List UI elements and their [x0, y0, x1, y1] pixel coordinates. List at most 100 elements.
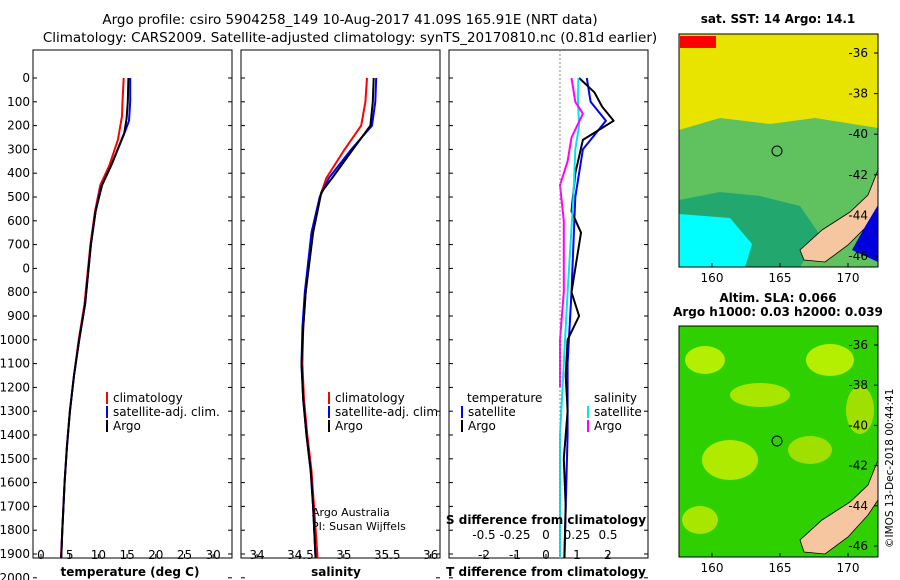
map-y-tick-label: -40: [848, 418, 868, 432]
map-y-tick-label: -44: [848, 499, 868, 513]
legend-temperature: temperature: [467, 391, 542, 405]
map-x-tick-label: 170: [837, 271, 860, 285]
legend-argo: Argo: [335, 419, 363, 433]
map-y-tick-label: -42: [848, 168, 868, 182]
x-tick-label: 25: [177, 548, 192, 562]
temperature-panel: [32, 49, 233, 559]
x-tick-label: -1: [509, 548, 521, 562]
depth-tick-label: 500: [7, 190, 30, 204]
x-tick-label: 0: [37, 548, 45, 562]
depth-tick-label: 100: [7, 95, 30, 109]
series-t-satellite: [563, 77, 607, 558]
temperature-legend: climatology satellite-adj. clim. Argo: [106, 391, 220, 433]
x-tick-label: 5: [66, 548, 74, 562]
map-y-tick-label: -36: [848, 338, 868, 352]
sst-map-axes: 160 165 170 -36 -38 -40 -42 -44 -46: [701, 46, 878, 285]
sla-anomaly: [846, 386, 874, 434]
s-difference-tick-label: 0.5: [598, 528, 617, 542]
difference-legend: temperature satellite Argo salinity sate…: [461, 391, 642, 433]
depth-tick-label: 1900: [0, 547, 30, 561]
x-tick-label: 15: [119, 548, 134, 562]
map-y-tick-label: -38: [848, 378, 868, 392]
sla-map-axes: 160 165 170 -36 -38 -40 -42 -44 -46: [701, 338, 878, 575]
x-tick-label: 35: [336, 548, 351, 562]
salinity-profiles: [300, 77, 378, 558]
depth-tick-label: 600: [7, 214, 30, 228]
map-y-tick-label: -46: [848, 249, 868, 263]
sst-map-frame: [678, 33, 879, 268]
sla-anomaly: [682, 506, 718, 534]
x-tick-label: 2: [604, 548, 612, 562]
depth-tick-label: 0: [22, 71, 30, 85]
difference-xlabel: T difference from climatology: [446, 565, 646, 579]
legend-s-satellite: satellite: [594, 405, 642, 419]
depth-tick-label: 200: [7, 119, 30, 133]
temperature-xlabel: temperature (deg C): [61, 565, 200, 579]
s-difference-tick-label: -0.25: [499, 528, 530, 542]
sla-anomaly: [730, 383, 790, 407]
timestamp: ©IMOS 13-Dec-2018 00:44:41: [884, 389, 896, 548]
x-tick-label: 0: [542, 548, 550, 562]
depth-tick-label: 400: [7, 166, 30, 180]
depth-tick-label: 900: [7, 309, 30, 323]
legend-salinity: salinity: [594, 391, 637, 405]
depth-tick-label: 1800: [0, 523, 30, 537]
series-argo: [60, 77, 130, 558]
depth-tick-label: 1500: [0, 452, 30, 466]
x-tick-label: 35.5: [374, 548, 401, 562]
legend-climatology: climatology: [113, 391, 183, 405]
s-difference-tick-label: -0.5: [472, 528, 495, 542]
legend-satellite-adj: satellite-adj. clim.: [335, 405, 442, 419]
s-difference-label: S difference from climatology: [446, 513, 646, 527]
map-y-tick-label: -46: [848, 539, 868, 553]
depth-tick-label: 0: [22, 261, 30, 275]
series-argo: [300, 77, 375, 558]
depth-tick-label: 1000: [0, 333, 30, 347]
legend-climatology: climatology: [335, 391, 405, 405]
depth-axis: 0100200300400500600700080090010001100120…: [0, 71, 648, 580]
depth-tick-label: 1300: [0, 404, 30, 418]
depth-tick-label: 700: [7, 238, 30, 252]
sst-deep-region: [852, 205, 878, 262]
depth-tick-label: 1700: [0, 499, 30, 513]
argo-position-marker: [771, 435, 783, 447]
depth-tick-label: 2000: [0, 571, 30, 580]
s-difference-x-axis: -0.5 -0.25 0 0.25 0.5: [472, 528, 617, 542]
s-difference-tick-label: 0: [542, 528, 550, 542]
x-tick-label: 10: [91, 548, 106, 562]
map-x-tick-label: 170: [837, 561, 860, 575]
depth-tick-label: 1400: [0, 428, 30, 442]
map-x-tick-label: 160: [701, 271, 724, 285]
sla-anomaly: [702, 440, 758, 480]
title-line-2: Climatology: CARS2009. Satellite-adjuste…: [43, 30, 657, 46]
sst-missing-data: [680, 36, 716, 48]
legend-argo: Argo: [113, 419, 141, 433]
credit-line-1: Argo Australia: [312, 506, 390, 519]
salinity-panel: [240, 49, 441, 559]
temperature-x-axis: 0 5 10 15 20 25 30: [37, 548, 221, 562]
map-x-tick-label: 165: [769, 271, 792, 285]
t-difference-x-axis: -2 -1 0 1 2: [478, 548, 612, 562]
x-tick-label: 20: [148, 548, 163, 562]
sla-map-subtitle: Argo h1000: 0.03 h2000: 0.039: [673, 305, 883, 319]
argo-position-marker: [771, 145, 783, 157]
salinity-x-axis: 34 34.5 35 35.5 36: [249, 548, 438, 562]
legend-satellite-adj: satellite-adj. clim.: [113, 405, 220, 419]
map-y-tick-label: -38: [848, 87, 868, 101]
difference-profiles: [559, 50, 615, 558]
map-x-tick-label: 165: [769, 561, 792, 575]
s-difference-tick-label: 0.25: [564, 528, 591, 542]
x-tick-label: 34: [249, 548, 264, 562]
sla-land: [799, 459, 878, 555]
depth-tick-label: 800: [7, 285, 30, 299]
series-t-argo: [562, 77, 615, 558]
sla-map: [679, 326, 878, 557]
sla-anomaly: [788, 436, 832, 464]
sla-anomaly: [806, 344, 854, 376]
sla-anomaly: [685, 346, 725, 374]
map-y-tick-label: -36: [848, 46, 868, 60]
legend-t-satellite: satellite: [468, 405, 516, 419]
map-x-tick-label: 160: [701, 561, 724, 575]
sla-map-title: Altim. SLA: 0.066: [719, 291, 836, 305]
